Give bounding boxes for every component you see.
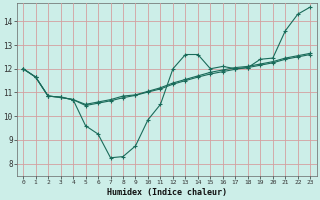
X-axis label: Humidex (Indice chaleur): Humidex (Indice chaleur) — [107, 188, 227, 197]
